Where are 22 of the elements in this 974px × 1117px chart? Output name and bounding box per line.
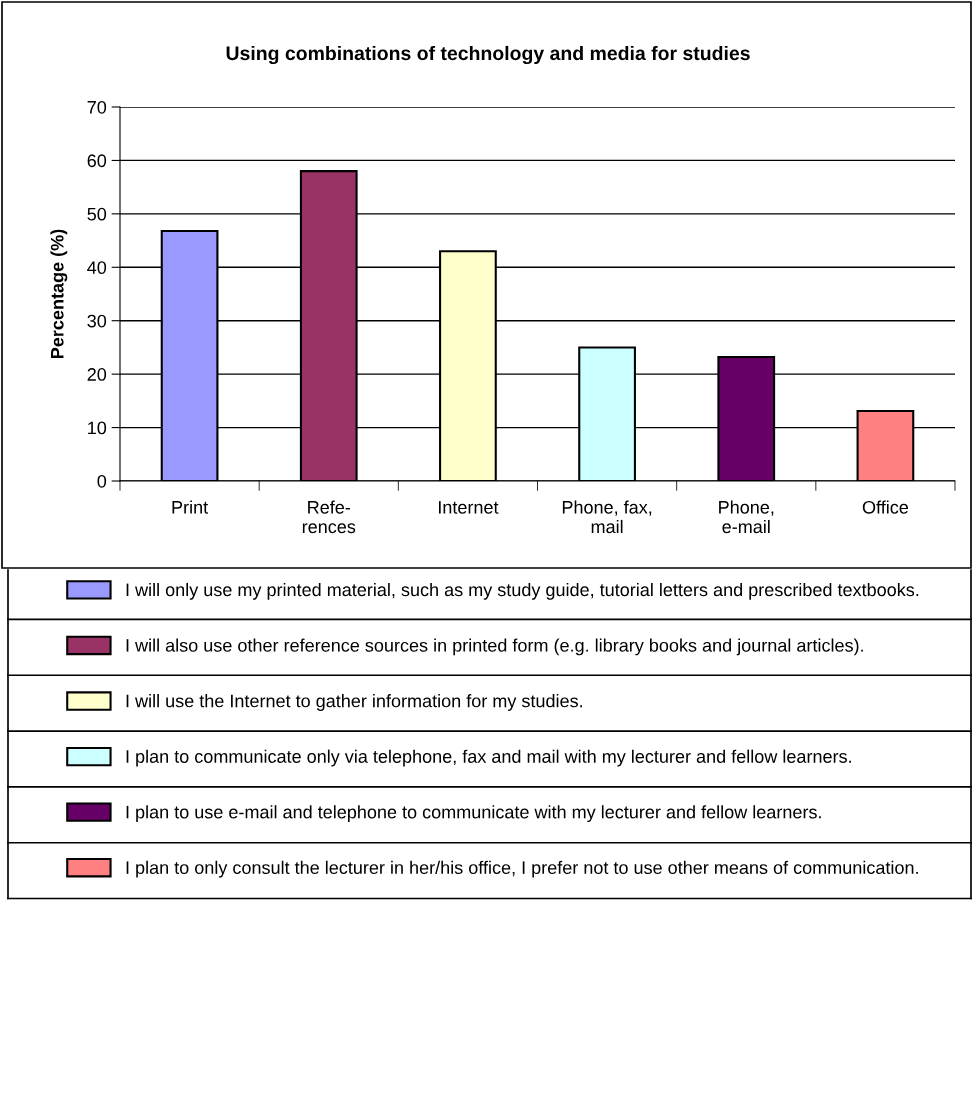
y-tick-label: 30 <box>87 314 107 328</box>
y-tick-label: 20 <box>87 368 107 381</box>
x-tick-label: Print <box>172 500 209 514</box>
y-tick-label: 70 <box>87 100 107 114</box>
y-axis-title: Percentage (%) <box>50 229 68 359</box>
legend-label: I will also use other reference sources in printed form (e.g. library books and journal articles). <box>126 638 863 656</box>
y-tick-label: 50 <box>87 207 107 221</box>
legend-label: I plan to only consult the lecturer in her/his office, I prefer not to use other means of communication. <box>126 860 918 878</box>
legend-label: I will use the Internet to gather information for my studies. <box>126 694 582 711</box>
chart-title: Using combinations of technology and media for studies <box>226 45 750 65</box>
legend-label: I plan to communicate only via telephone, fax and mail with my lecturer and fellow learners. <box>126 749 851 767</box>
x-tick-label: Office <box>862 500 909 514</box>
x-tick-label: Internet <box>438 501 499 514</box>
legend-label: I plan to use e-mail and telephone to communicate with my lecturer and fellow learners. <box>126 805 821 823</box>
y-tick-label: 60 <box>87 154 107 168</box>
y-tick-label: 0 <box>97 474 107 488</box>
legend-label: I will only use my printed material, such as my study guide, tutorial letters and prescribed textbooks. <box>126 582 919 600</box>
x-tick-label: Phone, e-mail <box>719 500 774 534</box>
x-tick-label: Phone, fax, mail <box>562 500 652 534</box>
y-tick-label: 40 <box>87 261 107 275</box>
x-tick-label: Refe- rences <box>302 500 356 534</box>
y-tick-label: 10 <box>88 421 107 435</box>
